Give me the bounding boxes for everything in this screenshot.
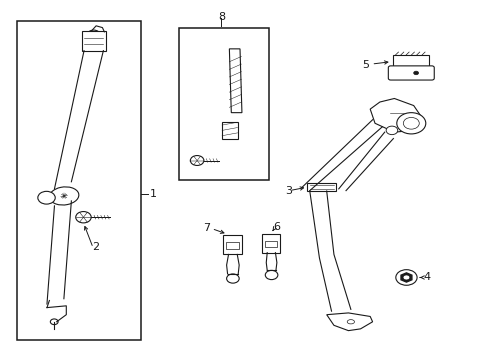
- Polygon shape: [229, 49, 242, 113]
- Circle shape: [190, 156, 203, 166]
- Text: 2: 2: [92, 242, 99, 252]
- Text: 1: 1: [150, 189, 157, 199]
- Text: 3: 3: [285, 186, 292, 195]
- Circle shape: [50, 319, 58, 325]
- Circle shape: [413, 71, 418, 75]
- Bar: [179, 28, 268, 180]
- Ellipse shape: [49, 187, 79, 205]
- Ellipse shape: [346, 320, 354, 324]
- Bar: [225, 242, 238, 249]
- Polygon shape: [369, 99, 423, 132]
- Bar: [392, 55, 428, 68]
- Circle shape: [396, 113, 425, 134]
- Bar: [223, 235, 241, 255]
- Circle shape: [386, 126, 397, 135]
- Bar: [81, 31, 105, 51]
- FancyBboxPatch shape: [387, 66, 433, 80]
- Circle shape: [76, 212, 91, 223]
- Text: 5: 5: [361, 60, 368, 70]
- Circle shape: [38, 192, 55, 204]
- Circle shape: [395, 270, 416, 285]
- Circle shape: [403, 117, 418, 129]
- Circle shape: [87, 30, 100, 39]
- Bar: [307, 183, 336, 191]
- Bar: [222, 122, 237, 139]
- Text: 8: 8: [218, 12, 225, 22]
- Polygon shape: [400, 273, 411, 282]
- Circle shape: [402, 275, 409, 280]
- Bar: [17, 21, 140, 339]
- Bar: [265, 241, 276, 247]
- Circle shape: [265, 270, 277, 280]
- Text: 4: 4: [423, 273, 429, 283]
- Bar: [262, 234, 279, 253]
- Polygon shape: [326, 313, 372, 330]
- Circle shape: [226, 274, 239, 283]
- Text: 6: 6: [273, 222, 280, 232]
- Text: 7: 7: [203, 223, 210, 233]
